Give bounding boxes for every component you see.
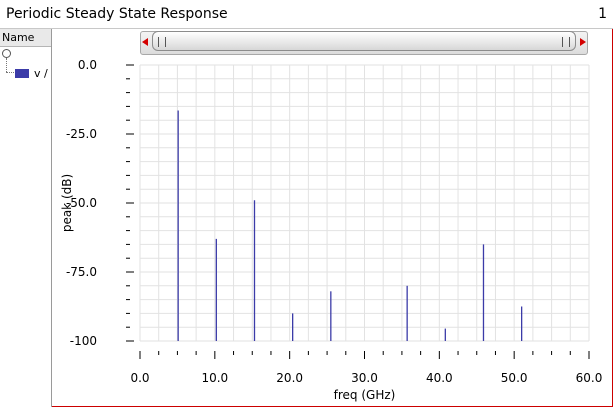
x-tick-label: 50.0	[501, 371, 528, 385]
y-axis-title: peak (dB)	[60, 174, 74, 232]
x-tick-label: 0.0	[130, 371, 149, 385]
chart-bars	[177, 110, 523, 341]
scroll-right-arrow-icon[interactable]	[580, 38, 586, 46]
thumb-right-grip-icon[interactable]	[562, 37, 570, 47]
expand-toggle-icon[interactable]	[2, 49, 11, 58]
scroll-left-arrow-icon[interactable]	[142, 38, 148, 46]
window-title: Periodic Steady State Response	[6, 6, 228, 22]
thumb-left-grip-icon[interactable]	[158, 37, 166, 47]
chart-grid	[139, 64, 590, 342]
y-tick-label: 0.0	[78, 58, 97, 72]
horizontal-scrollbar[interactable]	[140, 29, 588, 57]
y-tick-label: -25.0	[66, 127, 97, 141]
title-divider	[0, 28, 613, 29]
x-tick-label: 60.0	[576, 371, 603, 385]
x-tick-label: 30.0	[351, 371, 378, 385]
tree-branch-icon	[6, 72, 14, 74]
tab-number[interactable]: 1	[598, 6, 607, 22]
x-tick-label: 40.0	[426, 371, 453, 385]
signal-label[interactable]: v /	[34, 67, 48, 80]
x-tick-label: 10.0	[201, 371, 228, 385]
x-axis-title: freq (GHz)	[334, 388, 396, 402]
x-tick-label: 20.0	[276, 371, 303, 385]
scrollbar-thumb[interactable]	[152, 31, 576, 51]
title-bar: Periodic Steady State Response 1	[0, 0, 613, 28]
signal-tree-panel: Name v /	[0, 29, 52, 407]
tree-connector-icon	[6, 58, 8, 72]
y-tick-label: -50.0	[66, 196, 97, 210]
chart-axes: 0.0 -25.0 -50.0 -75.0 -100 0.0 10.0 20.0 30.0 40.…	[66, 58, 602, 385]
y-tick-label: -100	[70, 334, 97, 348]
tree-column-header[interactable]: Name	[0, 29, 51, 47]
y-tick-label: -75.0	[66, 265, 97, 279]
signal-color-swatch[interactable]	[15, 69, 29, 78]
